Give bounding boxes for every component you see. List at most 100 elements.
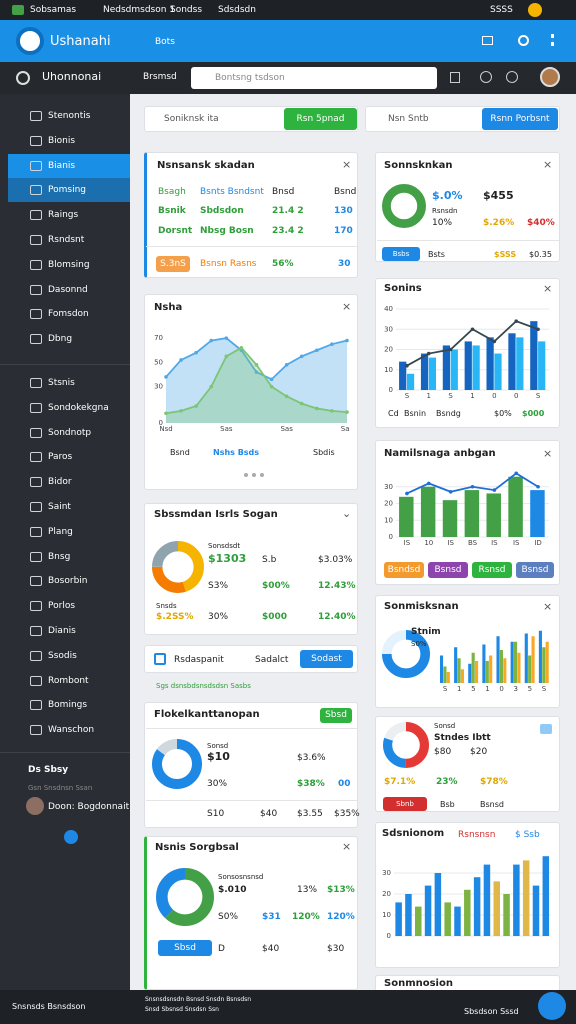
value: $20	[470, 747, 488, 757]
window-icon[interactable]	[482, 36, 493, 45]
button[interactable]: Rsn 5pnad	[284, 108, 357, 130]
bar	[405, 894, 412, 936]
chart-card	[144, 294, 358, 490]
chat-button[interactable]	[538, 992, 566, 1020]
avatar[interactable]	[528, 3, 542, 17]
y-tick-label: 0	[389, 533, 393, 541]
point	[405, 363, 409, 368]
nav-item[interactable]: Blomsing	[48, 259, 90, 270]
tab[interactable]: Rsnsnsn	[458, 830, 496, 840]
nav-item[interactable]: Wanschon	[48, 725, 95, 736]
close[interactable]: ×	[342, 840, 352, 853]
point	[209, 384, 214, 389]
icon[interactable]	[450, 72, 460, 83]
nav-item[interactable]: Bnsg	[48, 551, 71, 562]
x-tick-label: BS	[468, 539, 478, 547]
nav-item[interactable]: Rsndsnt	[48, 235, 85, 245]
close[interactable]: ×	[342, 300, 352, 313]
nav-item[interactable]: Bianis	[48, 160, 76, 171]
help-button[interactable]	[64, 830, 78, 844]
nav-item[interactable]: Raings	[48, 210, 79, 221]
close[interactable]: ×	[543, 158, 553, 171]
button[interactable]: Bsnsd	[516, 562, 554, 578]
nav-icon	[30, 700, 42, 711]
nav-item[interactable]: Dasonnd	[48, 284, 88, 295]
logo[interactable]	[16, 27, 44, 55]
card-title: Namilsnaga anbgan	[384, 448, 496, 459]
area-chart: 0 30 50 70 Nsd Sas Sas Sas	[154, 334, 350, 433]
nav-item[interactable]: Plang	[48, 526, 73, 537]
y-tick-label: 0	[389, 386, 393, 394]
bar	[468, 663, 472, 683]
value: $000	[262, 612, 288, 622]
column-header: Bnsd	[272, 187, 295, 197]
nav-item[interactable]: Pomsing	[48, 185, 86, 196]
close[interactable]: ×	[342, 158, 352, 171]
value: D	[218, 944, 225, 954]
legend-text: Bsndg	[436, 409, 461, 418]
point	[448, 489, 453, 494]
close[interactable]: ×	[543, 447, 553, 460]
menu-icon[interactable]	[551, 34, 554, 46]
icon[interactable]	[154, 653, 166, 665]
nav-item[interactable]: Stsnis	[48, 378, 75, 388]
nav-item[interactable]: Paros	[48, 452, 73, 463]
nav-item[interactable]: Saint	[48, 502, 71, 512]
nav-item[interactable]: Stenontis	[48, 111, 91, 121]
button[interactable]: Bsndsd	[384, 562, 424, 578]
bottom-bar	[0, 990, 576, 1024]
nav-item[interactable]: Sondokekgna	[48, 402, 109, 413]
value: 12.40%	[318, 612, 356, 622]
point	[345, 338, 349, 343]
tab[interactable]: $ Ssb	[515, 830, 540, 840]
nav-item[interactable]: Rombont	[48, 675, 89, 686]
button[interactable]: Rsnsd	[472, 562, 512, 578]
chat-icon[interactable]	[540, 724, 552, 734]
bar	[420, 353, 429, 390]
y-tick-label: 10	[384, 366, 393, 374]
nav-item[interactable]: Dianis	[48, 626, 76, 636]
y-tick-label: 10	[384, 516, 393, 524]
close[interactable]: ×	[543, 600, 553, 613]
point	[315, 406, 319, 411]
nav-item[interactable]: Bosorbin	[48, 576, 88, 587]
footer-text: Snsnsdsnsdn Bsnsd Snsdn Bsnsdsn	[145, 996, 252, 1003]
chevron[interactable]: ⌄	[342, 507, 352, 520]
point	[536, 327, 540, 332]
avatar[interactable]	[540, 67, 560, 87]
user-avatar[interactable]	[26, 797, 44, 815]
nav-item[interactable]: Bionis	[48, 135, 76, 146]
nav-item[interactable]: Ssodis	[48, 650, 77, 661]
nav-icon	[30, 111, 42, 121]
badge: S.3nS	[156, 256, 190, 272]
button[interactable]: Sbsd	[158, 940, 212, 956]
card-title: Flokelkanttanopan	[154, 709, 260, 720]
button[interactable]: Bsnsd	[428, 562, 468, 578]
icon[interactable]	[506, 71, 518, 83]
x-tick-label: 0	[499, 685, 503, 693]
value: $7.1%	[384, 777, 416, 787]
select[interactable]: Sadalct	[255, 655, 289, 665]
toolbar-icon[interactable]	[16, 71, 30, 85]
app-title: Ushanahi	[50, 34, 111, 49]
nav-item[interactable]: Bidor	[48, 477, 72, 488]
legend-text: Bsnd	[170, 448, 190, 457]
button[interactable]: Rsnn Porbsnt	[482, 108, 558, 130]
nav-item[interactable]: Fomsdon	[48, 309, 89, 320]
status-text: Nedsdmsdson 1	[103, 5, 176, 15]
bar	[399, 361, 407, 390]
pager[interactable]	[244, 473, 264, 477]
bar	[475, 661, 479, 683]
nav-item[interactable]: Dbng	[48, 334, 73, 345]
donut-segment	[156, 868, 214, 926]
tab[interactable]: Bots	[155, 37, 175, 47]
button[interactable]: Sodast	[300, 650, 353, 668]
search-box[interactable]	[191, 67, 437, 89]
icon[interactable]	[480, 71, 492, 83]
bar	[538, 630, 542, 683]
close[interactable]: ×	[543, 282, 553, 295]
user-icon[interactable]	[518, 35, 529, 46]
nav-item[interactable]: Sondnotp	[48, 427, 92, 438]
nav-item[interactable]: Bomings	[48, 700, 88, 711]
nav-item[interactable]: Porlos	[48, 601, 76, 612]
